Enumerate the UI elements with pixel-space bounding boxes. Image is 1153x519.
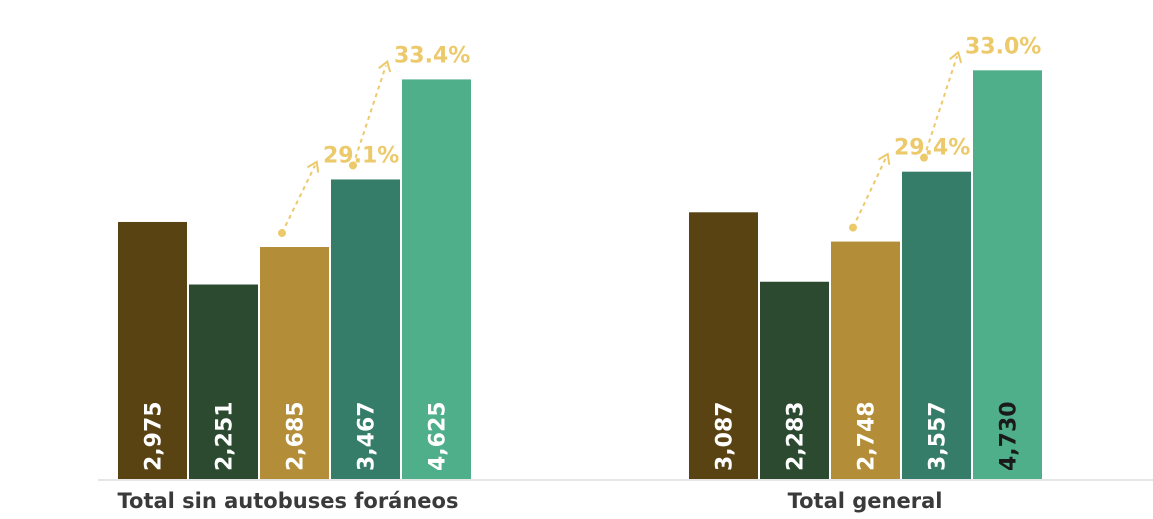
bar [189, 284, 258, 479]
bar-value-label: 3,467 [355, 401, 380, 471]
bar-value-label: 3,087 [713, 401, 738, 471]
growth-arrow [923, 56, 958, 158]
category-label: Total sin autobuses foráneos [118, 489, 459, 513]
bar [831, 241, 900, 479]
bar [902, 171, 971, 479]
bar [118, 221, 187, 479]
growth-arrow [852, 157, 887, 228]
bar-value-label: 2,283 [784, 401, 809, 471]
arrow-head [306, 160, 320, 173]
growth-percent-label: 33.4% [394, 43, 470, 68]
bars-layer: 2,975 2,251 2,685 3,467 4,625 3,087 2,283 2,748… [118, 70, 1042, 480]
bar-value-label: 3,557 [926, 401, 951, 471]
bar [689, 212, 758, 479]
bar [760, 281, 829, 479]
arrow-head [877, 152, 891, 165]
arrow-head [378, 59, 392, 73]
bar [260, 247, 329, 479]
growth-percent-label: 29.1% [323, 143, 399, 168]
bar [973, 70, 1042, 479]
growth-percent-label: 29.4% [894, 136, 970, 161]
bar-value-label: 2,748 [855, 401, 880, 471]
bar-value-label: 4,730 [997, 401, 1022, 471]
arrow-head [949, 50, 963, 64]
growth-percent-label: 33.0% [965, 34, 1041, 59]
annotations-layer: 29.1% 33.4% 29.4% 33.0% [278, 34, 1041, 238]
bar-value-label: 2,251 [213, 401, 238, 471]
bar-value-label: 2,685 [284, 401, 309, 471]
category-label: Total general [788, 489, 943, 513]
growth-arrow [352, 65, 387, 166]
bar [331, 179, 400, 479]
bar [402, 79, 471, 480]
bar-value-label: 2,975 [142, 401, 167, 471]
growth-arrow [281, 165, 316, 234]
bar-value-label: 4,625 [426, 401, 451, 471]
